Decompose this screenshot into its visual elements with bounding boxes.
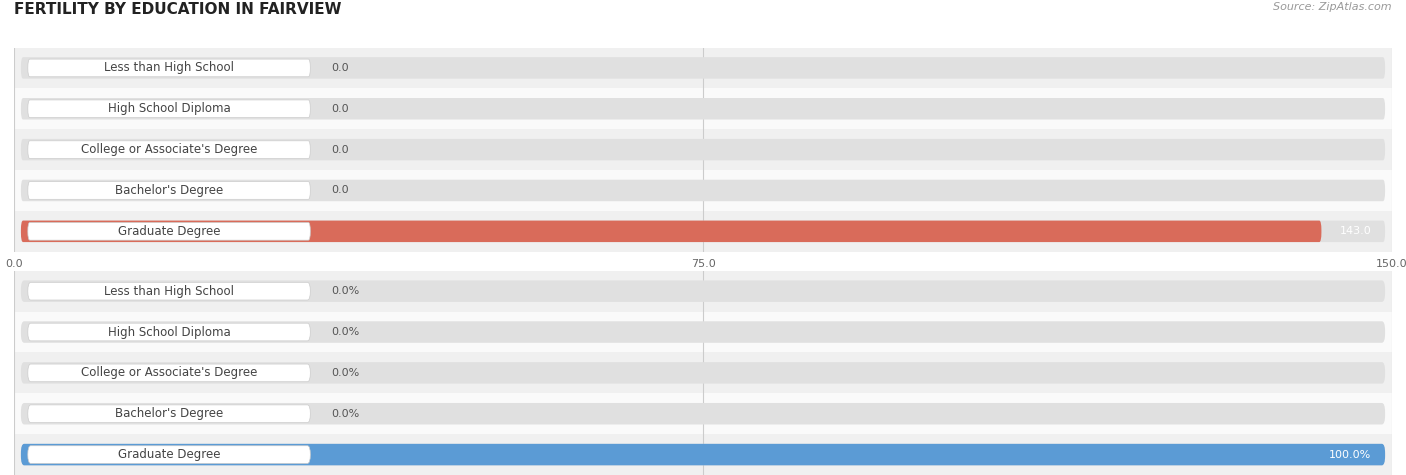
FancyBboxPatch shape xyxy=(21,98,1385,120)
Bar xyxy=(14,48,1392,88)
Bar xyxy=(14,170,1392,211)
Text: Bachelor's Degree: Bachelor's Degree xyxy=(115,184,224,197)
Text: 0.0%: 0.0% xyxy=(330,286,359,296)
Bar xyxy=(14,88,1392,129)
Text: High School Diploma: High School Diploma xyxy=(108,325,231,339)
Text: College or Associate's Degree: College or Associate's Degree xyxy=(82,143,257,156)
FancyBboxPatch shape xyxy=(28,141,311,159)
FancyBboxPatch shape xyxy=(28,364,311,382)
FancyBboxPatch shape xyxy=(21,220,1385,242)
Bar xyxy=(14,271,1392,312)
Text: 0.0: 0.0 xyxy=(330,144,349,155)
Text: 0.0%: 0.0% xyxy=(330,408,359,419)
Bar xyxy=(14,312,1392,352)
FancyBboxPatch shape xyxy=(28,446,311,464)
FancyBboxPatch shape xyxy=(21,57,1385,79)
FancyBboxPatch shape xyxy=(21,280,1385,302)
FancyBboxPatch shape xyxy=(28,181,311,200)
Text: 0.0%: 0.0% xyxy=(330,368,359,378)
Bar xyxy=(14,352,1392,393)
Text: 100.0%: 100.0% xyxy=(1329,449,1371,460)
FancyBboxPatch shape xyxy=(21,321,1385,343)
Text: Source: ZipAtlas.com: Source: ZipAtlas.com xyxy=(1274,2,1392,12)
Text: 0.0: 0.0 xyxy=(330,185,349,196)
FancyBboxPatch shape xyxy=(28,100,311,118)
Text: 143.0: 143.0 xyxy=(1340,226,1371,237)
Text: FERTILITY BY EDUCATION IN FAIRVIEW: FERTILITY BY EDUCATION IN FAIRVIEW xyxy=(14,2,342,18)
Bar xyxy=(14,211,1392,252)
Text: Less than High School: Less than High School xyxy=(104,285,233,298)
Text: College or Associate's Degree: College or Associate's Degree xyxy=(82,366,257,380)
Bar xyxy=(14,393,1392,434)
Bar xyxy=(14,434,1392,475)
FancyBboxPatch shape xyxy=(28,282,311,300)
Text: 0.0%: 0.0% xyxy=(330,327,359,337)
FancyBboxPatch shape xyxy=(28,405,311,423)
FancyBboxPatch shape xyxy=(28,323,311,341)
FancyBboxPatch shape xyxy=(28,59,311,77)
Text: Less than High School: Less than High School xyxy=(104,61,233,75)
FancyBboxPatch shape xyxy=(28,222,311,240)
Text: 0.0: 0.0 xyxy=(330,104,349,114)
FancyBboxPatch shape xyxy=(21,180,1385,201)
FancyBboxPatch shape xyxy=(21,444,1385,466)
Text: 0.0: 0.0 xyxy=(330,63,349,73)
Text: Graduate Degree: Graduate Degree xyxy=(118,448,221,461)
FancyBboxPatch shape xyxy=(21,220,1322,242)
FancyBboxPatch shape xyxy=(21,139,1385,161)
Bar xyxy=(14,129,1392,170)
FancyBboxPatch shape xyxy=(21,362,1385,384)
Text: Bachelor's Degree: Bachelor's Degree xyxy=(115,407,224,420)
FancyBboxPatch shape xyxy=(21,403,1385,425)
Text: Graduate Degree: Graduate Degree xyxy=(118,225,221,238)
FancyBboxPatch shape xyxy=(21,444,1385,466)
Text: High School Diploma: High School Diploma xyxy=(108,102,231,115)
